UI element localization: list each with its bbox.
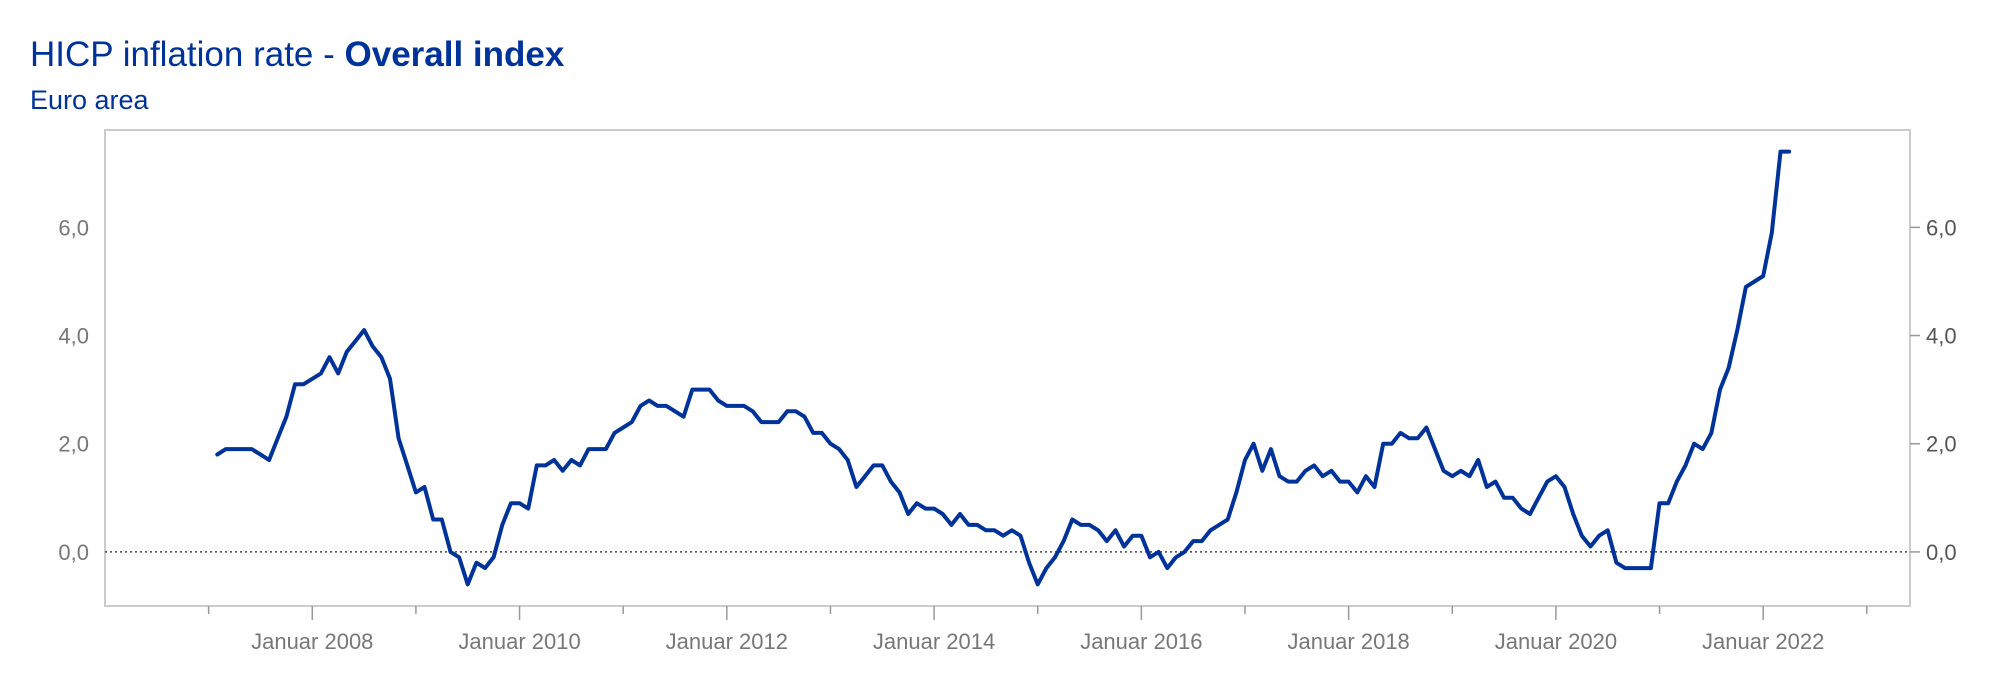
y-tick-label-left: 6,0	[58, 215, 89, 240]
x-tick-label: Januar 2008	[251, 629, 373, 654]
x-tick-label: Januar 2022	[1702, 629, 1824, 654]
y-tick-label-left: 4,0	[58, 324, 89, 349]
y-tick-label-left: 2,0	[58, 432, 89, 457]
chart-title: HICP inflation rate - Overall index	[30, 34, 564, 76]
x-tick-label: Januar 2016	[1080, 629, 1202, 654]
x-tick-label: Januar 2012	[666, 629, 788, 654]
chart-title-emphasis: Overall index	[344, 35, 565, 74]
x-tick-label: Januar 2018	[1287, 629, 1409, 654]
plot-frame	[104, 129, 1911, 607]
y-tick-label-right: 2,0	[1926, 432, 1957, 457]
x-tick-label: Januar 2014	[873, 629, 995, 654]
chart-subtitle: Euro area	[30, 85, 149, 115]
y-tick-label-right: 4,0	[1926, 324, 1957, 349]
series-line-0	[215, 149, 1792, 587]
chart-title-prefix: HICP inflation rate -	[30, 35, 345, 74]
x-tick-label: Januar 2010	[458, 629, 580, 654]
y-tick-label-right: 6,0	[1926, 215, 1957, 240]
y-tick-label-left: 0,0	[58, 540, 89, 565]
y-tick-label-right: 0,0	[1926, 540, 1957, 565]
x-tick-label: Januar 2020	[1495, 629, 1617, 654]
